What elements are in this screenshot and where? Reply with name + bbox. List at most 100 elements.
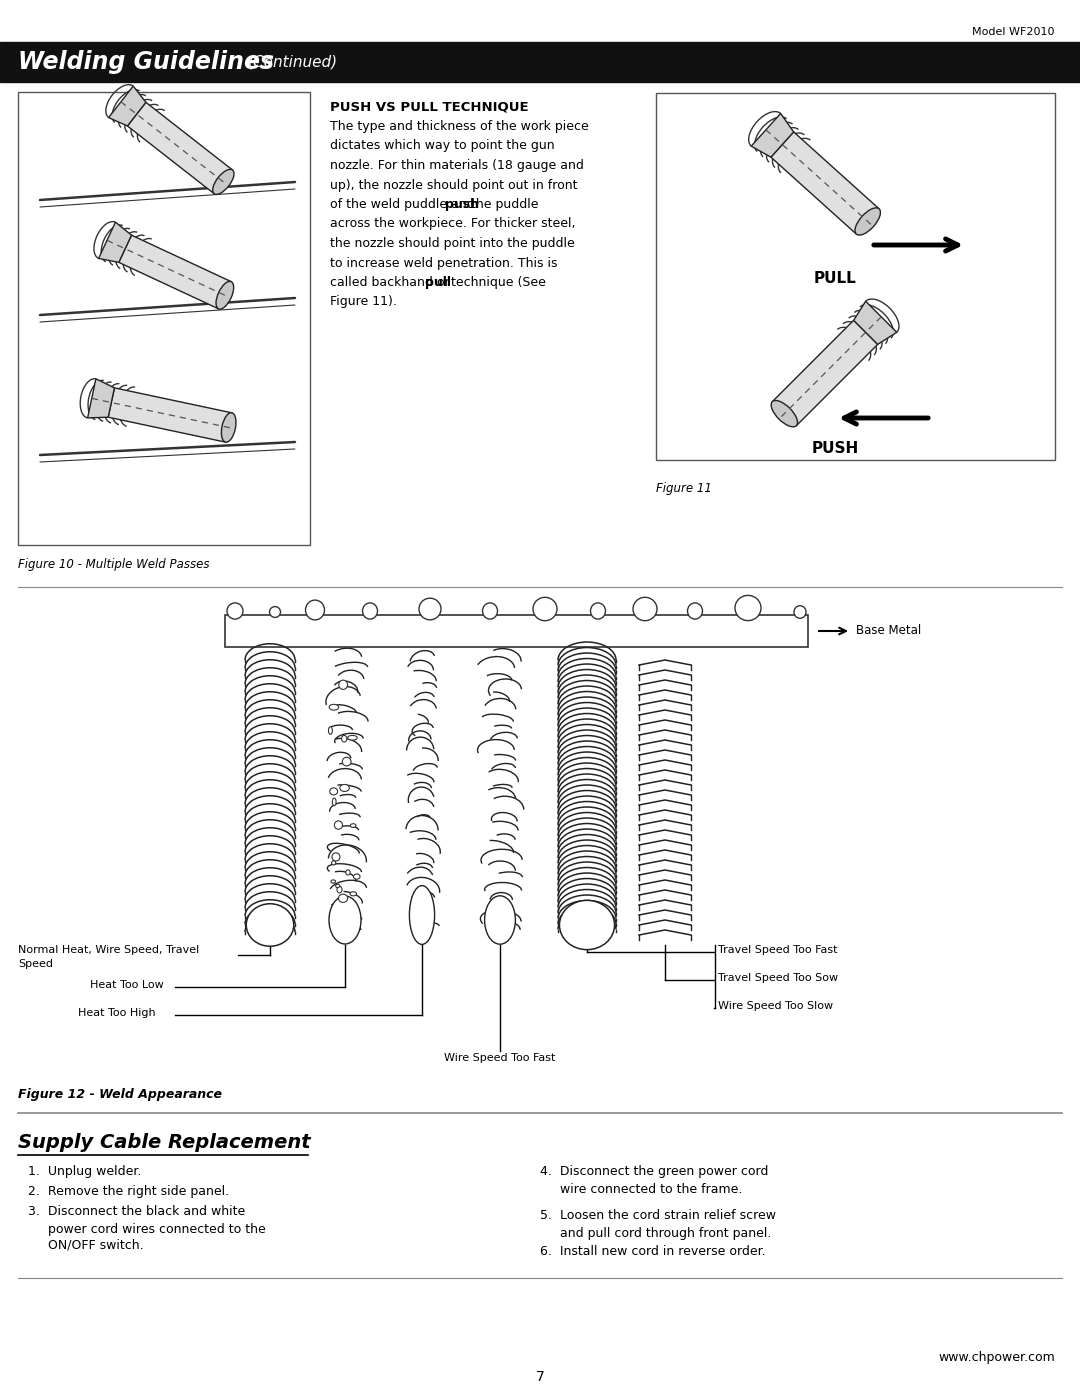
Text: to increase weld penetration. This is: to increase weld penetration. This is: [330, 257, 557, 270]
Text: 4.  Disconnect the green power cord: 4. Disconnect the green power cord: [540, 1165, 768, 1178]
Ellipse shape: [339, 680, 348, 689]
Polygon shape: [127, 102, 232, 194]
Text: across the workpiece. For thicker steel,: across the workpiece. For thicker steel,: [330, 218, 576, 231]
Text: technique (See: technique (See: [447, 277, 546, 289]
Ellipse shape: [306, 601, 324, 620]
Text: 3.  Disconnect the black and white: 3. Disconnect the black and white: [28, 1206, 245, 1218]
Ellipse shape: [246, 904, 294, 946]
Bar: [0, 42, 1080, 82]
Polygon shape: [108, 388, 232, 441]
Ellipse shape: [771, 401, 797, 427]
Text: PULL: PULL: [813, 271, 856, 286]
Text: The type and thickness of the work piece: The type and thickness of the work piece: [330, 120, 589, 133]
Ellipse shape: [348, 735, 357, 740]
Ellipse shape: [336, 884, 340, 887]
Ellipse shape: [337, 886, 342, 893]
Text: Heat Too High: Heat Too High: [78, 1009, 156, 1018]
Ellipse shape: [335, 821, 342, 830]
Text: the puddle: the puddle: [468, 198, 539, 211]
Text: ON/OFF switch.: ON/OFF switch.: [28, 1239, 144, 1252]
Ellipse shape: [330, 880, 336, 883]
Text: Wire Speed Too Slow: Wire Speed Too Slow: [718, 1002, 833, 1011]
Text: PUSH: PUSH: [811, 441, 859, 455]
Text: power cord wires connected to the: power cord wires connected to the: [28, 1222, 266, 1236]
Bar: [656, 94, 1055, 460]
Ellipse shape: [328, 726, 333, 735]
Polygon shape: [87, 379, 114, 418]
Text: Heat Too Low: Heat Too Low: [90, 981, 164, 990]
Ellipse shape: [794, 606, 806, 619]
Ellipse shape: [353, 875, 360, 879]
Ellipse shape: [409, 886, 434, 944]
Ellipse shape: [227, 604, 243, 619]
Ellipse shape: [350, 891, 356, 895]
Ellipse shape: [363, 604, 378, 619]
Text: Model WF2010: Model WF2010: [972, 27, 1055, 36]
Text: 6.  Install new cord in reverse order.: 6. Install new cord in reverse order.: [540, 1245, 766, 1259]
Text: 7: 7: [536, 1370, 544, 1384]
Ellipse shape: [735, 595, 761, 620]
Ellipse shape: [342, 757, 351, 766]
Text: and pull cord through front panel.: and pull cord through front panel.: [540, 1227, 771, 1241]
Ellipse shape: [350, 824, 356, 827]
Text: Supply Cable Replacement: Supply Cable Replacement: [18, 1133, 311, 1153]
Text: nozzle. For thin materials (18 gauge and: nozzle. For thin materials (18 gauge and: [330, 159, 584, 172]
Text: Travel Speed Too Fast: Travel Speed Too Fast: [718, 944, 837, 956]
Ellipse shape: [221, 412, 237, 443]
Ellipse shape: [633, 598, 657, 620]
Polygon shape: [772, 320, 878, 426]
Text: dictates which way to point the gun: dictates which way to point the gun: [330, 140, 555, 152]
Text: Base Metal: Base Metal: [856, 624, 921, 637]
Polygon shape: [109, 87, 146, 126]
Text: Welding Guidelines: Welding Guidelines: [18, 50, 274, 74]
Ellipse shape: [338, 894, 348, 902]
Ellipse shape: [329, 895, 361, 944]
Polygon shape: [752, 113, 794, 156]
Text: 2.  Remove the right side panel.: 2. Remove the right side panel.: [28, 1185, 229, 1199]
Text: www.chpower.com: www.chpower.com: [939, 1351, 1055, 1365]
Ellipse shape: [213, 169, 234, 194]
Text: up), the nozzle should point out in front: up), the nozzle should point out in fron…: [330, 179, 578, 191]
Ellipse shape: [270, 606, 281, 617]
Ellipse shape: [332, 852, 340, 861]
Ellipse shape: [329, 788, 338, 795]
Text: Travel Speed Too Sow: Travel Speed Too Sow: [718, 972, 838, 983]
Ellipse shape: [559, 900, 615, 950]
Polygon shape: [119, 235, 231, 309]
Text: 5.  Loosen the cord strain relief screw: 5. Loosen the cord strain relief screw: [540, 1208, 777, 1222]
Ellipse shape: [332, 861, 336, 865]
Text: 1.  Unplug welder.: 1. Unplug welder.: [28, 1165, 141, 1178]
Text: Wire Speed Too Fast: Wire Speed Too Fast: [444, 1053, 556, 1063]
Ellipse shape: [591, 604, 606, 619]
Text: Figure 12 - Weld Appearance: Figure 12 - Weld Appearance: [18, 1088, 222, 1101]
Ellipse shape: [341, 735, 347, 742]
Text: the nozzle should point into the puddle: the nozzle should point into the puddle: [330, 237, 575, 250]
Ellipse shape: [419, 598, 441, 620]
Text: called backhand or: called backhand or: [330, 277, 454, 289]
Polygon shape: [98, 222, 132, 263]
Text: Normal Heat, Wire Speed, Travel: Normal Heat, Wire Speed, Travel: [18, 944, 199, 956]
Text: wire connected to the frame.: wire connected to the frame.: [540, 1183, 742, 1196]
Ellipse shape: [688, 604, 702, 619]
Ellipse shape: [483, 604, 498, 619]
Ellipse shape: [346, 870, 350, 875]
Polygon shape: [771, 131, 879, 235]
Ellipse shape: [329, 704, 339, 710]
Text: Speed: Speed: [18, 958, 53, 970]
Ellipse shape: [340, 785, 350, 792]
Text: pull: pull: [426, 277, 451, 289]
Polygon shape: [853, 302, 896, 345]
Text: Figure 11).: Figure 11).: [330, 296, 396, 309]
Text: push: push: [445, 198, 480, 211]
Text: of the weld puddle and: of the weld puddle and: [330, 198, 478, 211]
Ellipse shape: [485, 895, 515, 944]
Text: Figure 11: Figure 11: [656, 482, 712, 495]
Ellipse shape: [534, 598, 557, 620]
Text: (Continued): (Continued): [248, 54, 338, 70]
Ellipse shape: [333, 798, 336, 806]
Bar: [225, 615, 808, 647]
Bar: [18, 92, 310, 545]
Ellipse shape: [216, 281, 233, 309]
Ellipse shape: [855, 208, 880, 235]
Text: Figure 10 - Multiple Weld Passes: Figure 10 - Multiple Weld Passes: [18, 557, 210, 571]
